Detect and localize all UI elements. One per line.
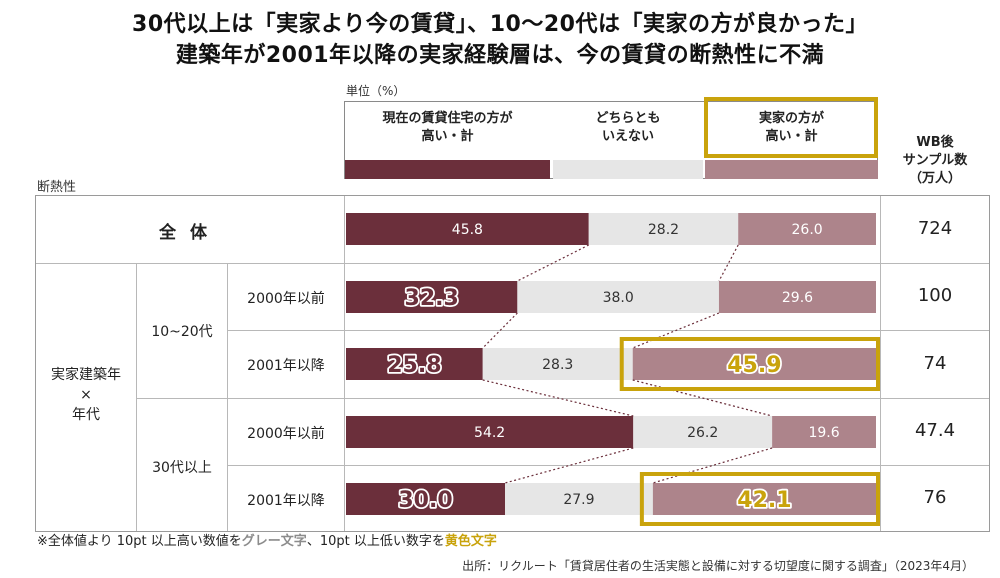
source-note: 出所：リクルート「賃貸居住者の生活実態と設備に対する切望度に関する調査」（202…	[462, 559, 974, 573]
row-divider	[36, 263, 989, 264]
age-label-young: 10~20代	[151, 324, 213, 340]
bar-segment	[738, 213, 876, 245]
legend-label-line: いえない	[601, 129, 654, 144]
data-table-frame	[35, 195, 990, 532]
legend-label-line: 高い・計	[765, 129, 818, 144]
row-group-label-line: ×	[80, 387, 92, 403]
bar-segment	[346, 416, 634, 448]
sample-size: 100	[917, 285, 953, 306]
highlight-frame	[639, 472, 880, 526]
legend-item-parents-better: 実家の方が 高い・計	[705, 102, 878, 179]
legend-swatch	[345, 160, 550, 179]
row-group-label-line: 年代	[72, 407, 100, 423]
bar-value-label: 26.0	[792, 222, 823, 238]
footnote: ※全体値より 10pt 以上高い数値をグレー文字、10pt 以上低い数字を黄色文…	[37, 530, 497, 549]
bar-value-label: 25.8	[387, 353, 441, 378]
footnote-text: ※全体値より 10pt 以上高い数値を	[37, 534, 242, 549]
bar-segment	[633, 416, 773, 448]
bar-value-label: 45.8	[452, 222, 483, 238]
connector-line	[482, 379, 634, 417]
bar-segment	[505, 483, 653, 515]
legend-item-rental-better: 現在の賃貸住宅の方が 高い・計	[345, 102, 550, 179]
sample-header-line: サンプル数	[902, 153, 968, 168]
bar-value-label: 28.3	[542, 357, 573, 373]
legend-swatch	[705, 160, 878, 179]
sample-header-line: WB後	[916, 135, 954, 150]
sample-size: 74	[923, 353, 947, 374]
bar-segment	[588, 213, 739, 245]
bar-value-label: 30.0	[398, 488, 452, 513]
legend-label: 現在の賃貸住宅の方が 高い・計	[345, 110, 550, 146]
row-divider	[227, 330, 989, 331]
connector-line	[517, 244, 590, 282]
bar-value-label: 28.2	[648, 222, 679, 238]
sample-size: 47.4	[914, 420, 956, 441]
footnote-text: 、10pt 以上低い数字を	[306, 534, 445, 549]
bar-value-label: 45.9	[727, 353, 781, 378]
bar-value-label: 42.1	[737, 488, 791, 513]
period-label: 2000年以前	[247, 291, 325, 307]
bar-value-label: 19.6	[808, 425, 839, 441]
bar-value-label: 26.2	[687, 425, 718, 441]
bar-segment	[517, 281, 719, 313]
row-group-label-line: 実家建築年	[51, 367, 121, 383]
bar-value-label: 27.9	[563, 492, 594, 508]
row-label-total: 全体	[159, 223, 221, 243]
bar-segment	[346, 483, 505, 515]
connector-line	[632, 379, 773, 417]
bar-segment	[482, 348, 633, 380]
connector-line	[504, 447, 634, 484]
column-divider	[344, 196, 345, 531]
age-label-old: 30代以上	[152, 460, 212, 476]
legend-label: どちらとも いえない	[553, 110, 703, 146]
legend-label-line: 実家の方が	[758, 111, 824, 126]
period-label: 2000年以前	[247, 426, 325, 442]
legend-highlight-frame	[704, 97, 878, 158]
bar-segment	[718, 281, 876, 313]
bar-value-label: 38.0	[603, 290, 634, 306]
sample-header-line: （万人）	[908, 171, 961, 186]
legend-label-line: 現在の賃貸住宅の方が	[382, 111, 513, 126]
bar-segment	[632, 348, 876, 380]
connector-line	[718, 244, 739, 282]
highlight-frame	[619, 337, 880, 391]
legend-label-line: どちらとも	[595, 111, 661, 126]
row-divider	[227, 465, 989, 466]
bar-segment	[652, 483, 876, 515]
row-group-label: 実家建築年 × 年代	[36, 365, 136, 425]
bar-value-label: 54.2	[474, 425, 505, 441]
sample-size-header: WB後 サンプル数 （万人）	[880, 134, 990, 188]
bar-value-label: 29.6	[782, 290, 813, 306]
connector-line	[652, 447, 773, 484]
unit-label: 単位（%）	[346, 84, 406, 98]
legend-label: 実家の方が 高い・計	[705, 110, 878, 146]
footnote-gray-key: グレー文字	[241, 534, 307, 549]
connector-line	[482, 312, 518, 349]
legend: 現在の賃貸住宅の方が 高い・計 どちらとも いえない 実家の方が 高い・計	[344, 101, 878, 179]
column-divider	[880, 196, 881, 531]
chart-title-line2: 建築年が2001年以降の実家経験層は、今の賃貸の断熱性に不満	[175, 43, 825, 68]
axis-label: 断熱性	[37, 180, 77, 195]
column-divider	[227, 264, 228, 531]
bar-segment	[346, 213, 589, 245]
bar-segment	[346, 348, 483, 380]
sample-size: 724	[917, 218, 953, 239]
footnote-gold-key: 黄色文字	[444, 534, 497, 549]
legend-item-neither: どちらとも いえない	[553, 102, 703, 179]
sample-size: 76	[923, 487, 947, 508]
bar-value-label: 32.3	[405, 286, 459, 311]
connector-line	[632, 312, 720, 349]
chart-title-line1: 30代以上は「実家より今の賃貸」、10～20代は「実家の方が良かった」	[132, 12, 868, 37]
period-label: 2001年以降	[247, 493, 325, 509]
legend-label-line: 高い・計	[421, 129, 474, 144]
bar-segment	[772, 416, 876, 448]
bar-segment	[346, 281, 518, 313]
column-divider	[136, 264, 137, 531]
period-label: 2001年以降	[247, 358, 325, 374]
legend-swatch	[553, 160, 703, 179]
